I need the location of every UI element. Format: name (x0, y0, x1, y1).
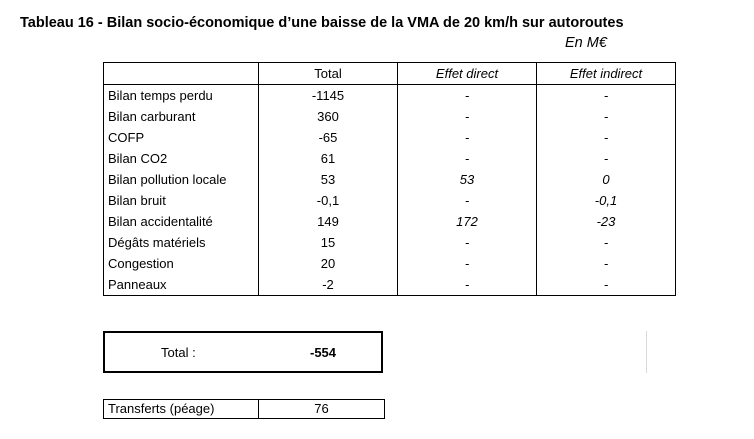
row-direct: - (397, 253, 537, 274)
row-direct: - (397, 84, 537, 106)
row-direct: 172 (397, 211, 537, 232)
row-label: COFP (103, 127, 259, 148)
transfers-row: Transferts (péage) 76 (103, 399, 385, 419)
table-row: Bilan carburant 360 - - (103, 106, 676, 127)
row-label: Dégâts matériels (103, 232, 259, 253)
total-box: Total : -554 (103, 331, 383, 373)
header-indirect-effect: Effet indirect (536, 62, 676, 85)
row-total: 61 (258, 148, 398, 169)
row-label: Bilan bruit (103, 190, 259, 211)
row-indirect: - (536, 148, 676, 169)
row-total: 53 (258, 169, 398, 190)
row-indirect: - (536, 127, 676, 148)
transfers-label: Transferts (péage) (104, 400, 259, 418)
header-total: Total (258, 62, 398, 85)
row-total: -65 (258, 127, 398, 148)
row-total: -0,1 (258, 190, 398, 211)
table-row: Dégâts matériels 15 - - (103, 232, 676, 253)
row-indirect: -0,1 (536, 190, 676, 211)
table-title: Tableau 16 - Bilan socio-économique d’un… (20, 15, 624, 31)
table-row: Bilan accidentalité 149 172 -23 (103, 211, 676, 232)
row-label: Bilan pollution locale (103, 169, 259, 190)
table-row: Bilan bruit -0,1 - -0,1 (103, 190, 676, 211)
row-indirect: - (536, 232, 676, 253)
row-direct: 53 (397, 169, 537, 190)
row-label: Bilan temps perdu (103, 84, 259, 106)
row-indirect: - (536, 106, 676, 127)
total-value: -554 (310, 345, 337, 360)
row-label: Panneaux (103, 274, 259, 296)
row-label: Bilan CO2 (103, 148, 259, 169)
header-label (103, 62, 259, 85)
table-row: COFP -65 - - (103, 127, 676, 148)
row-label: Bilan carburant (103, 106, 259, 127)
row-label: Congestion (103, 253, 259, 274)
transfers-value: 76 (314, 401, 329, 416)
divider-line (646, 331, 647, 373)
row-total: 149 (258, 211, 398, 232)
row-total: 360 (258, 106, 398, 127)
row-direct: - (397, 106, 537, 127)
table-row: Congestion 20 - - (103, 253, 676, 274)
table-row: Bilan pollution locale 53 53 0 (103, 169, 676, 190)
row-indirect: -23 (536, 211, 676, 232)
row-direct: - (397, 274, 537, 296)
row-label: Bilan accidentalité (103, 211, 259, 232)
row-indirect: 0 (536, 169, 676, 190)
table-row: Bilan CO2 61 - - (103, 148, 676, 169)
row-indirect: - (536, 274, 676, 296)
row-total: 20 (258, 253, 398, 274)
row-indirect: - (536, 253, 676, 274)
table-row: Bilan temps perdu -1145 - - (103, 84, 676, 106)
total-label: Total : (161, 345, 196, 360)
row-total: -2 (258, 274, 398, 296)
row-direct: - (397, 127, 537, 148)
header-direct-effect: Effet direct (397, 62, 537, 85)
table-header-row: Total Effet direct Effet indirect (103, 62, 676, 85)
table-row: Panneaux -2 - - (103, 274, 676, 296)
unit-label: En M€ (565, 35, 607, 51)
row-total: 15 (258, 232, 398, 253)
socio-economic-table: Total Effet direct Effet indirect Bilan … (103, 62, 676, 296)
row-direct: - (397, 232, 537, 253)
row-direct: - (397, 148, 537, 169)
row-direct: - (397, 190, 537, 211)
row-total: -1145 (258, 84, 398, 106)
row-indirect: - (536, 84, 676, 106)
